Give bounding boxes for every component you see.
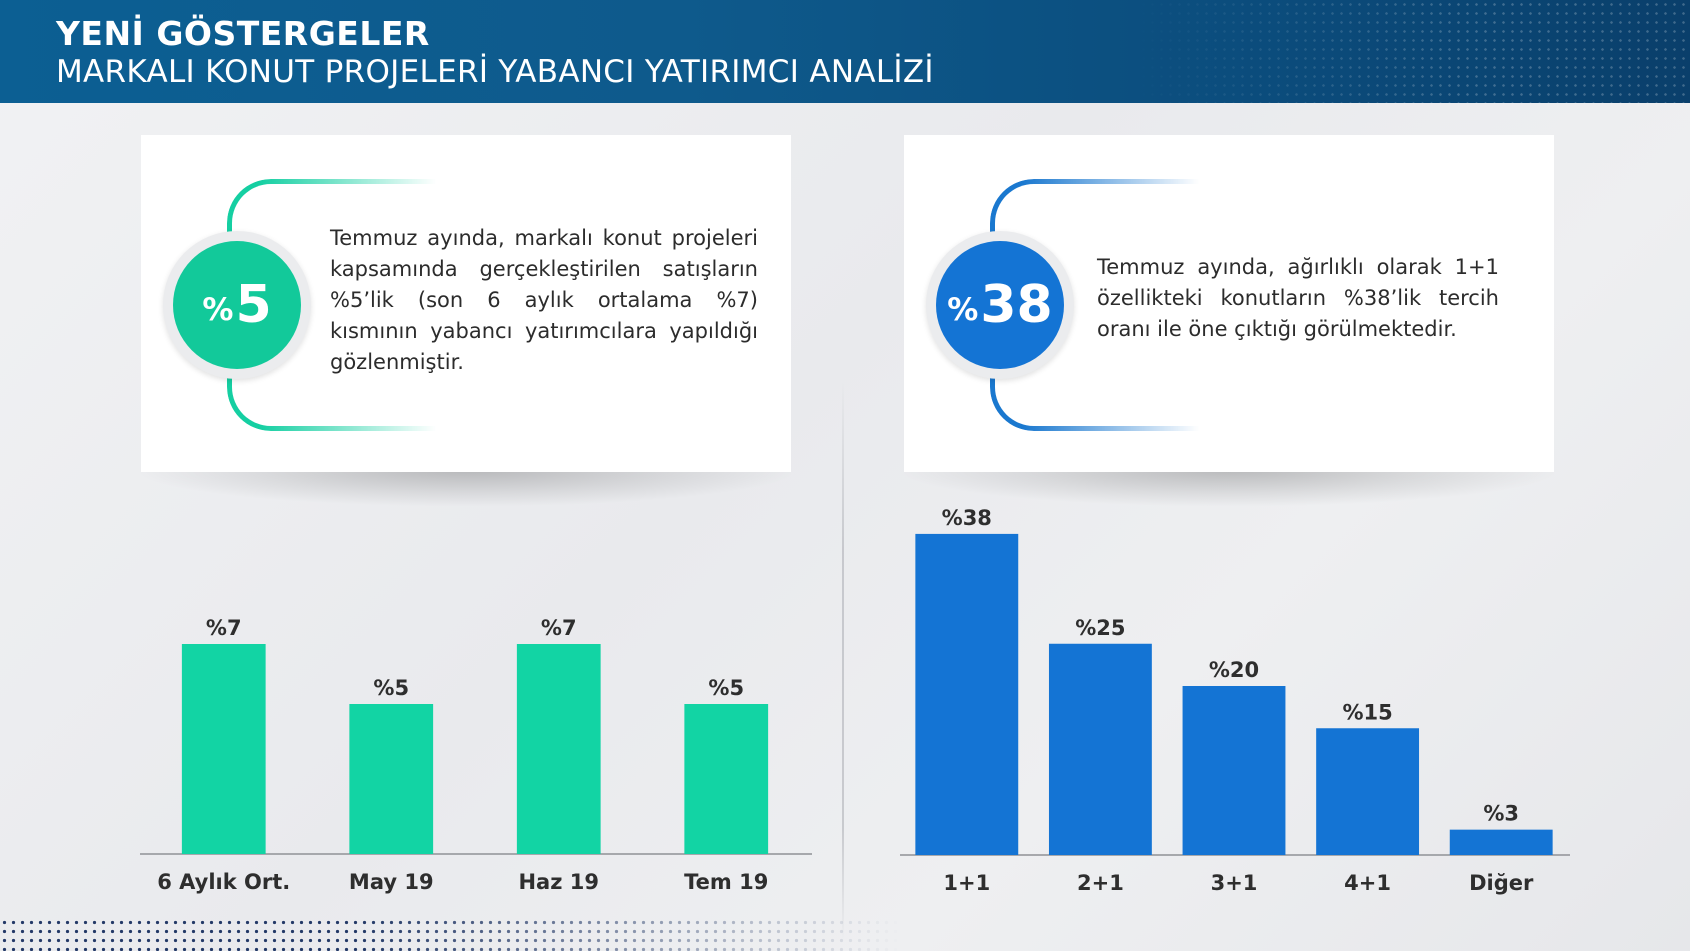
monthly-foreign-share-chart: %7 6 Aylık Ort. %5 May 19 %7 Haz 19 %5 Tem 19	[140, 616, 812, 894]
bar	[684, 704, 769, 854]
bar	[349, 704, 434, 854]
card-description: Temmuz ayında, markalı konut projeleri k…	[330, 226, 758, 374]
x-tick-label: 6 Aylık Ort.	[157, 870, 290, 894]
bar-value-label: %20	[1209, 658, 1259, 682]
highlight-circle: % 38	[936, 241, 1064, 369]
bar-value-label: %25	[1075, 616, 1125, 640]
x-tick-label: 4+1	[1344, 871, 1391, 895]
x-tick-label: 1+1	[943, 871, 990, 895]
bar-value-label: %3	[1483, 802, 1519, 826]
header-dot-pattern	[1130, 0, 1690, 103]
bar-value-label: %5	[708, 676, 744, 700]
x-tick-label: May 19	[349, 870, 434, 894]
header-banner: YENİ GÖSTERGELER MARKALI KONUT PROJELERİ…	[0, 0, 1690, 103]
page-subtitle: MARKALI KONUT PROJELERİ YABANCI YATIRIMC…	[56, 54, 934, 90]
bar-value-label: %7	[541, 616, 577, 640]
page-title: YENİ GÖSTERGELER	[56, 14, 430, 53]
percent-sign: %	[202, 292, 234, 328]
bar	[516, 644, 601, 854]
room-type-share-chart: %38 1+1 %25 2+1 %20 3+1 %15 4+1 %3 Diğer	[900, 506, 1570, 895]
foreign-investor-card: % 5 Temmuz ayında, markalı konut projele…	[141, 135, 791, 472]
bar-value-label: %5	[373, 676, 409, 700]
card-description: Temmuz ayında, ağırlıklı olarak 1+1 özel…	[1097, 255, 1499, 341]
bar	[1048, 643, 1152, 855]
bar	[1449, 829, 1553, 855]
x-tick-label: Haz 19	[518, 870, 599, 894]
room-type-card: % 38 Temmuz ayında, ağırlıklı olarak 1+1…	[904, 135, 1554, 472]
footer-dot-pattern	[0, 918, 900, 951]
card-shadow	[141, 470, 791, 506]
bar	[1316, 728, 1420, 855]
x-tick-label: Diğer	[1469, 871, 1534, 895]
card-shadow	[904, 470, 1554, 506]
bar	[1182, 686, 1286, 855]
highlight-value: 38	[980, 275, 1053, 335]
bar	[915, 533, 1019, 855]
x-tick-label: 2+1	[1077, 871, 1124, 895]
highlight-value: 5	[235, 275, 272, 335]
bar-value-label: %7	[206, 616, 242, 640]
highlight-circle: % 5	[173, 241, 301, 369]
x-tick-label: Tem 19	[684, 870, 768, 894]
section-divider	[842, 380, 844, 940]
percent-sign: %	[947, 292, 979, 328]
x-tick-label: 3+1	[1211, 871, 1258, 895]
bar-value-label: %38	[942, 506, 992, 530]
bar	[181, 644, 266, 854]
bar-value-label: %15	[1342, 700, 1392, 724]
